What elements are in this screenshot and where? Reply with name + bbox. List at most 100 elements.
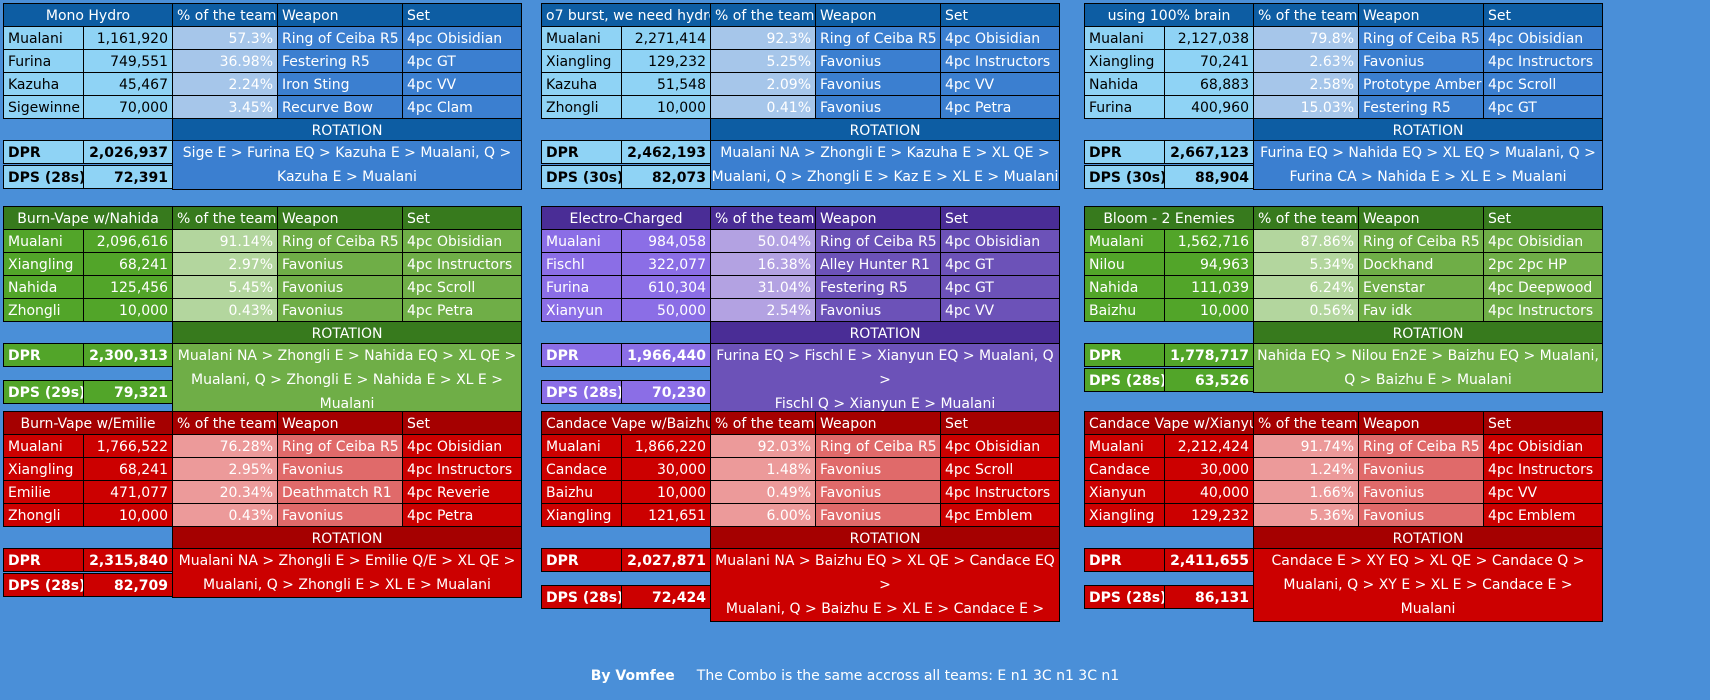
member-damage: 68,241 [83,252,173,276]
header-set: Set [940,206,1060,230]
member-damage: 70,000 [83,95,173,119]
member-name: Xiangling [3,252,84,276]
header-weapon: Weapon [1358,206,1484,230]
rotation-line-2: Q > Baizhu E > Mualani [1344,372,1512,388]
member-set: 4pc VV [940,72,1060,96]
member-name: Kazuha [541,72,622,96]
rotation-header: ROTATION [1253,321,1603,345]
rotation-text: Candace E > XY EQ > XL QE > Candace Q > … [1253,548,1603,622]
member-row: Zhongli 10,000 0.43% Favonius 4pc Petra [3,503,522,527]
dps-value: 88,904 [1164,164,1254,189]
rotation-text: Nahida EQ > Nilou En2E > Baizhu EQ > Mua… [1253,343,1603,393]
member-weapon: Favonius [1358,503,1484,527]
member-set: 4pc VV [1483,480,1603,504]
member-row: Kazuha 51,548 2.09% Favonius 4pc VV [541,72,1060,96]
member-row: Emilie 471,077 20.34% Deathmatch R1 4pc … [3,480,522,504]
member-rows: Mualani 1,562,716 87.86% Ring of Ceiba R… [1084,229,1603,322]
member-name: Baizhu [1084,298,1165,322]
member-row: Nahida 111,039 6.24% Evenstar 4pc Deepwo… [1084,275,1603,299]
rotation-line-2: Kazuha E > Mualani [277,169,417,185]
rotation-line-1: Nahida EQ > Nilou En2E > Baizhu EQ > Mua… [1257,348,1599,364]
member-set: 4pc Instructors [402,252,522,276]
member-name: Baizhu [541,480,622,504]
member-set: 4pc Deepwood [1483,275,1603,299]
header-set: Set [940,3,1060,27]
member-weapon: Favonius [815,49,941,73]
team-table: Mono Hydro % of the team Weapon Set Mual… [3,3,522,190]
member-set: 4pc GT [402,49,522,73]
member-row: Xiangling 70,241 2.63% Favonius 4pc Inst… [1084,49,1603,73]
footer-note: The Combo is the same accross all teams:… [696,668,1120,684]
member-set: 4pc Obisidian [940,434,1060,458]
member-name: Mualani [1084,434,1165,458]
rotation-line-2: Mualani, Q > Zhongli E > Nahida E > XL E… [191,372,503,412]
rotation-text: Mualani NA > Zhongli E > Kazuha E > XL Q… [710,140,1060,190]
dpr-label: DPR [541,548,622,572]
member-percent: 92.03% [710,434,816,458]
header-set: Set [1483,3,1603,27]
header-pct: % of the team [710,3,816,27]
member-set: 4pc Scroll [402,275,522,299]
member-percent: 91.14% [172,229,278,253]
team-table: Bloom - 2 Enemies % of the team Weapon S… [1084,206,1603,393]
member-damage: 10,000 [83,503,173,527]
member-damage: 30,000 [621,457,711,481]
member-percent: 5.45% [172,275,278,299]
member-weapon: Favonius [277,298,403,322]
spacer [1084,118,1254,142]
member-set: 4pc GT [1483,95,1603,119]
member-row: Mualani 2,127,038 79.8% Ring of Ceiba R5… [1084,26,1603,50]
member-damage: 51,548 [621,72,711,96]
member-row: Furina 400,960 15.03% Festering R5 4pc G… [1084,95,1603,119]
header-weapon: Weapon [815,3,941,27]
member-percent: 79.8% [1253,26,1359,50]
member-name: Nahida [3,275,84,299]
dpr-label: DPR [1084,140,1165,164]
member-row: Xiangling 129,232 5.36% Favonius 4pc Emb… [1084,503,1603,527]
member-weapon: Favonius [815,503,941,527]
member-damage: 1,866,220 [621,434,711,458]
member-set: 4pc Emblem [940,503,1060,527]
member-weapon: Recurve Bow [277,95,403,119]
member-weapon: Favonius [815,95,941,119]
member-damage: 10,000 [83,298,173,322]
member-set: 4pc Scroll [940,457,1060,481]
member-rows: Mualani 2,271,414 92.3% Ring of Ceiba R5… [541,26,1060,119]
member-damage: 2,127,038 [1164,26,1254,50]
member-percent: 36.98% [172,49,278,73]
rotation-line-1: Furina EQ > Nahida EQ > XL EQ > Mualani,… [1260,145,1596,161]
member-name: Furina [1084,95,1165,119]
member-row: Mualani 2,212,424 91.74% Ring of Ceiba R… [1084,434,1603,458]
dps-label: DPS (30s) [1084,164,1165,189]
member-weapon: Deathmatch R1 [277,480,403,504]
dpr-label: DPR [3,140,84,164]
member-weapon: Favonius [815,457,941,481]
member-percent: 50.04% [710,229,816,253]
team-title: using 100% brain [1084,3,1254,27]
rotation-header: ROTATION [1253,526,1603,550]
header-set: Set [1483,411,1603,435]
team-title: o7 burst, we need hydro [541,3,711,27]
member-damage: 749,551 [83,49,173,73]
member-percent: 2.63% [1253,49,1359,73]
member-percent: 2.54% [710,298,816,322]
member-percent: 6.24% [1253,275,1359,299]
header-pct: % of the team [1253,411,1359,435]
member-percent: 2.97% [172,252,278,276]
team-title: Burn-Vape w/Emilie [3,411,173,435]
member-row: Zhongli 10,000 0.41% Favonius 4pc Petra [541,95,1060,119]
member-weapon: Prototype Amber [1358,72,1484,96]
member-weapon: Favonius [277,457,403,481]
member-damage: 129,232 [1164,503,1254,527]
member-set: 4pc Instructors [402,457,522,481]
member-percent: 1.24% [1253,457,1359,481]
rotation-header: ROTATION [172,526,522,550]
member-name: Mualani [541,229,622,253]
member-weapon: Festering R5 [1358,95,1484,119]
member-name: Xiangling [1084,503,1165,527]
member-row: Xiangling 129,232 5.25% Favonius 4pc Ins… [541,49,1060,73]
member-damage: 45,467 [83,72,173,96]
member-row: Baizhu 10,000 0.49% Favonius 4pc Instruc… [541,480,1060,504]
header-set: Set [402,411,522,435]
member-percent: 6.00% [710,503,816,527]
